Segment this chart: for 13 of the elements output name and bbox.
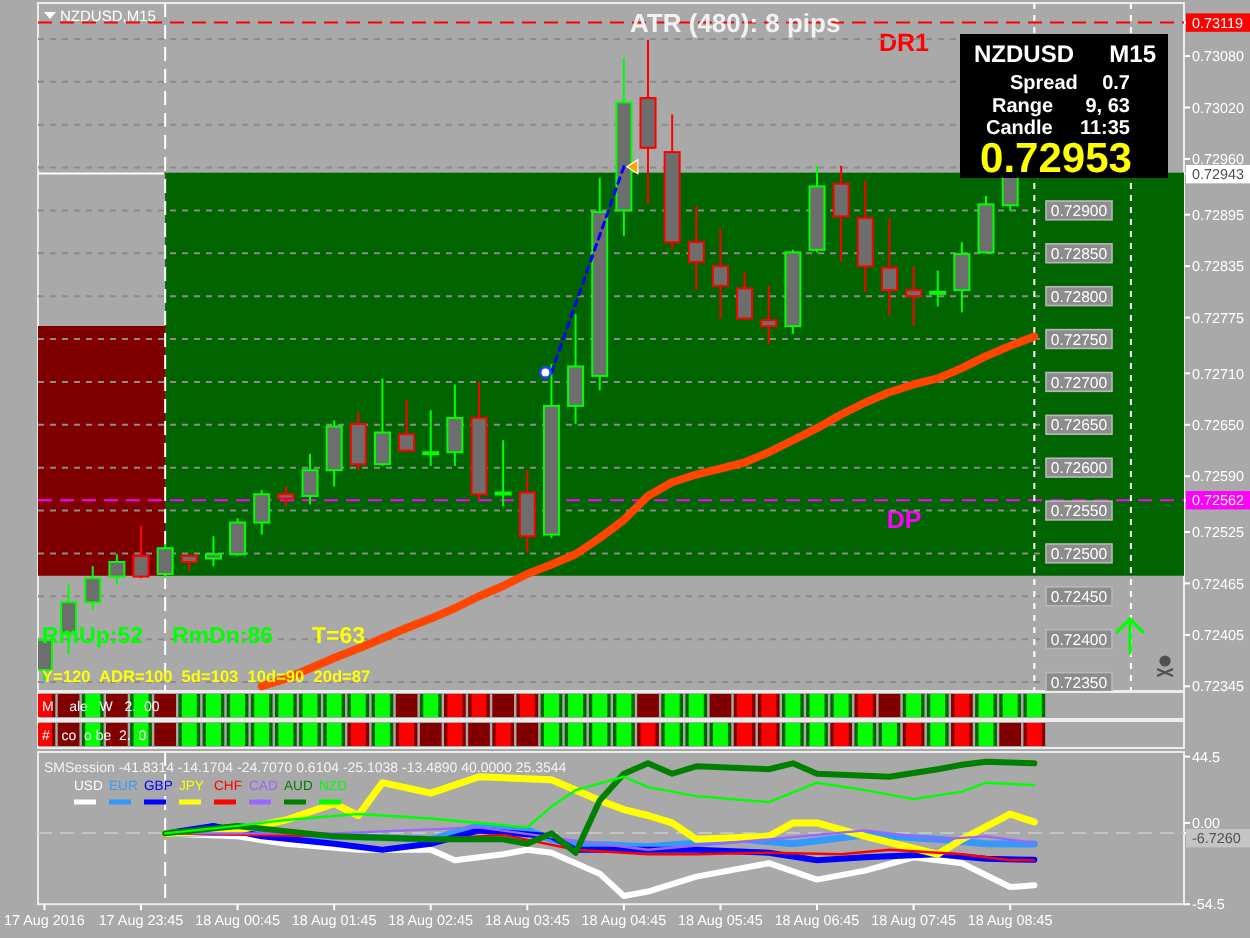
annotation: Spread <box>1010 73 1078 95</box>
annotation: 9, 63 <box>1085 96 1131 118</box>
annotation: 0.72953 <box>980 136 1132 182</box>
annotation: Range <box>992 96 1054 118</box>
annotation: RmDn:86 <box>172 625 273 649</box>
ref-line-label: DR1 <box>878 28 930 57</box>
annotation: Candle <box>986 118 1054 140</box>
annotation: M15 <box>1109 40 1157 68</box>
annotation: 0.7 <box>1102 73 1131 95</box>
annotation: NZDUSD <box>974 40 1075 68</box>
ref-line-label: DP <box>886 506 922 535</box>
annotation: 11:35 <box>1079 118 1131 140</box>
annotation: T=63 <box>312 625 366 649</box>
